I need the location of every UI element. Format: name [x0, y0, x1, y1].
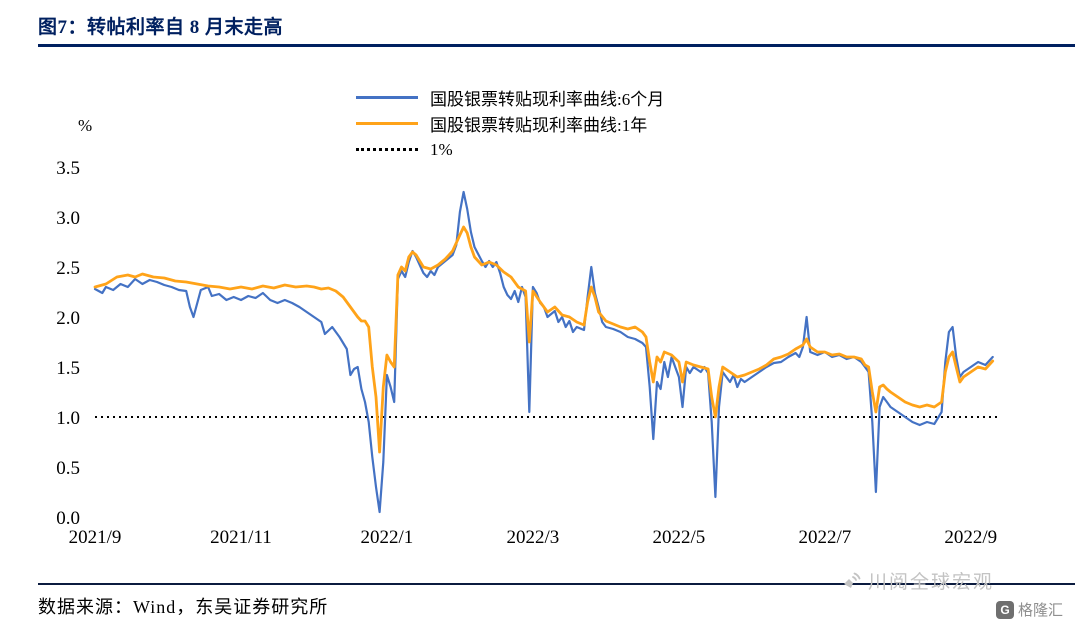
chart-legend: 国股银票转贴现利率曲线:6个月 国股银票转贴现利率曲线:1年 1%: [356, 86, 664, 161]
legend-label-1y: 国股银票转贴现利率曲线:1年: [430, 116, 648, 135]
y-axis-tick-label: 3.5: [56, 158, 80, 179]
gelonghui-logo-text: 格隆汇: [1018, 603, 1064, 619]
figure-title: 图7：转帖利率自 8 月末走高: [38, 17, 284, 38]
x-axis-tick-label: 2022/1: [361, 527, 414, 548]
x-axis-tick-label: 2022/9: [944, 527, 997, 548]
series-line-6m: [93, 190, 994, 514]
x-axis-tick-label: 2021/9: [69, 527, 122, 548]
legend-line-sample-blue: [356, 96, 418, 99]
legend-label-6m: 国股银票转贴现利率曲线:6个月: [430, 90, 665, 109]
y-axis-tick-label: 3.0: [56, 208, 80, 229]
line-chart: 0.0 0.5 1.0 1.5 2.0 2.5 3.0 3.5 2021/9 2021/11 202…: [56, 158, 1000, 548]
legend-line-sample-dotted: [356, 148, 418, 151]
broadcast-icon: [844, 572, 861, 588]
x-axis-tick-label: 2021/11: [210, 527, 272, 548]
y-axis-tick-label: 1.5: [56, 358, 80, 379]
y-axis-tick-label: 2.5: [56, 258, 80, 279]
series-line-1y: [93, 225, 995, 454]
y-axis-tick-label: 0.0: [56, 508, 80, 529]
gelonghui-logo-icon: G: [996, 600, 1014, 619]
gelonghui-logo: G 格隆汇: [996, 599, 1063, 620]
x-axis-tick-label: 2022/7: [798, 527, 851, 548]
title-divider-rule: [38, 44, 1075, 47]
y-axis-unit-label: %: [78, 116, 93, 135]
legend-label-reference: 1%: [430, 139, 453, 159]
x-axis-tick-label: 2022/5: [652, 527, 705, 548]
y-axis-tick-label: 2.0: [56, 308, 80, 329]
y-axis-tick-label: 1.0: [56, 408, 80, 429]
watermark-text: 川阅全球宏观: [868, 572, 995, 593]
footer-divider-rule: [38, 583, 1075, 585]
data-source-note: 数据来源：Wind，东吴证券研究所: [38, 597, 329, 617]
legend-line-sample-orange: [356, 122, 418, 125]
legend-item-6m: 国股银票转贴现利率曲线:6个月: [356, 86, 664, 109]
legend-item-reference: 1%: [356, 138, 664, 161]
x-axis-tick-label: 2022/3: [507, 527, 560, 548]
watermark: 川阅全球宏观: [840, 567, 994, 594]
y-axis-tick-label: 0.5: [56, 458, 80, 479]
legend-item-1y: 国股银票转贴现利率曲线:1年: [356, 112, 664, 135]
